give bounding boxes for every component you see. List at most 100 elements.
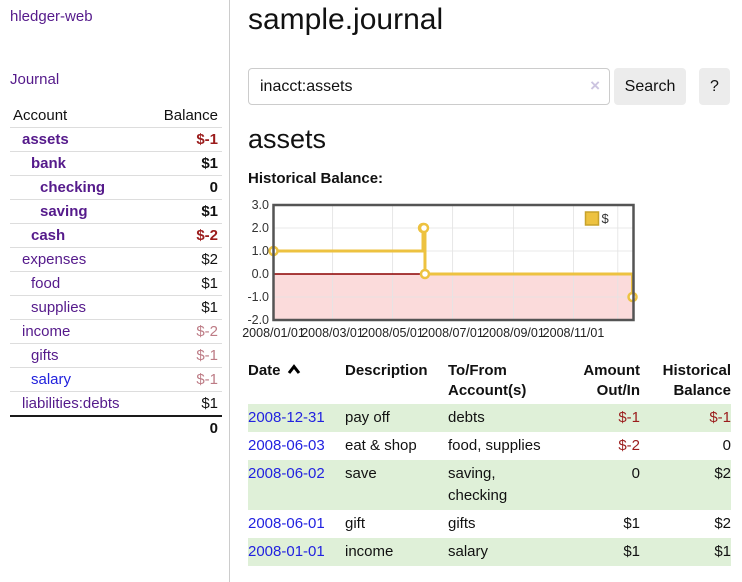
register-header-to-from-account-s-: To/From Account(s) <box>448 362 527 399</box>
x-tick-label: 2008/01/01 <box>242 326 305 340</box>
account-row: saving $1 <box>10 199 222 224</box>
sidebar-account-link[interactable]: checking <box>40 179 106 196</box>
account-balance: $1 <box>146 271 222 296</box>
y-tick-label: 2.0 <box>252 221 269 235</box>
sidebar: hledger-web Journal Account Balance asse… <box>0 0 230 582</box>
account-balance: $1 <box>146 295 222 320</box>
y-tick-label: -1.0 <box>247 290 269 304</box>
account-heading: assets <box>248 124 327 154</box>
account-row: checking 0 <box>10 175 222 200</box>
transaction-accounts: salary <box>448 543 489 560</box>
legend-swatch <box>584 211 600 226</box>
sidebar-account-link[interactable]: supplies <box>31 299 87 316</box>
chart-svg: $3.0 2.0 1.0 0.0 -1.0 -2.02008/01/012008/03/0… <box>242 198 638 340</box>
sidebar-account-link[interactable]: salary <box>31 371 72 388</box>
y-tick-label: -2.0 <box>247 313 269 327</box>
accounts-total-row: 0 <box>10 415 222 440</box>
transaction-description: pay off <box>345 409 390 426</box>
transaction-description: gift <box>345 515 366 532</box>
historical-balance-chart: $3.0 2.0 1.0 0.0 -1.0 -2.0 2008/01/01 2008/03/0… <box>242 198 648 348</box>
transaction-date-link[interactable]: 2008-06-01 <box>248 515 325 532</box>
transaction-balance: $-1 <box>709 409 731 426</box>
transaction-balance: $2 <box>714 515 731 532</box>
account-row: food $1 <box>10 271 222 296</box>
transaction-row: 2008-01-01 income salary $1 $1 <box>248 538 731 566</box>
transaction-date-link[interactable]: 2008-01-01 <box>248 543 325 560</box>
transaction-amount: $-1 <box>618 409 640 426</box>
x-tick-label: 2008/09/01 <box>482 326 545 340</box>
transaction-accounts: saving, checking <box>448 465 508 504</box>
search-box: × <box>248 68 610 105</box>
x-tick-label: 2008/07/01 <box>421 326 484 340</box>
account-row: assets $-1 <box>10 127 222 152</box>
transaction-row: 2008-06-01 gift gifts $1 $2 <box>248 510 731 538</box>
transaction-description: save <box>345 465 377 482</box>
account-row: liabilities:debts $1 <box>10 391 222 416</box>
transaction-date-link[interactable]: 2008-12-31 <box>248 409 325 426</box>
brand-link[interactable]: hledger-web <box>10 8 93 25</box>
sidebar-account-link[interactable]: expenses <box>22 251 87 268</box>
account-balance: 0 <box>146 175 222 200</box>
help-button[interactable]: ? <box>699 68 730 105</box>
account-balance: $-2 <box>146 223 222 248</box>
sidebar-account-link[interactable]: cash <box>31 227 66 244</box>
sidebar-account-link[interactable]: assets <box>22 131 69 148</box>
search-form: × Search ? <box>248 68 730 105</box>
register-header-date[interactable]: Date <box>248 360 345 404</box>
account-balance: $1 <box>146 199 222 224</box>
transaction-amount: $-2 <box>618 437 640 454</box>
account-row: income $-2 <box>10 319 222 344</box>
sidebar-account-link[interactable]: saving <box>40 203 88 220</box>
y-tick-label: 0.0 <box>252 267 269 281</box>
plot-border <box>272 203 635 322</box>
transaction-row: 2008-06-02 save saving, checking 0 $2 <box>248 460 731 510</box>
account-row: cash $-2 <box>10 223 222 248</box>
transaction-row: 2008-06-03 eat & shop food, supplies $-2 0 <box>248 432 731 460</box>
account-row: salary $-1 <box>10 367 222 392</box>
transaction-row: 2008-12-31 pay off debts $-1 $-1 <box>248 404 731 432</box>
transaction-date-link[interactable]: 2008-06-03 <box>248 437 325 454</box>
page-title: sample.journal <box>248 3 444 36</box>
accounts-table: Account Balance assets $-1 bank $1 checking 0… <box>10 104 222 440</box>
account-balance: $-1 <box>146 127 222 152</box>
account-row: supplies $1 <box>10 295 222 320</box>
x-tick-label: 2008/11/01 <box>543 326 605 340</box>
data-point <box>419 268 431 280</box>
sort-asc-icon <box>287 364 300 374</box>
transaction-amount: 0 <box>631 465 640 482</box>
accounts-header-account: Account <box>13 107 68 124</box>
accounts-header-balance: Balance <box>163 107 218 124</box>
transaction-date-link[interactable]: 2008-06-02 <box>248 465 325 482</box>
legend-label: $ <box>602 211 610 226</box>
accounts-total: 0 <box>146 415 222 440</box>
account-balance: $1 <box>146 151 222 176</box>
y-tick-label: 1.0 <box>252 244 269 258</box>
transaction-accounts: debts <box>448 409 485 426</box>
transaction-amount: $1 <box>623 543 640 560</box>
transaction-description: eat & shop <box>345 437 417 454</box>
transaction-accounts: food, supplies <box>448 437 541 454</box>
sidebar-account-link[interactable]: food <box>31 275 61 292</box>
account-balance: $-1 <box>146 343 222 368</box>
transaction-description: income <box>345 543 394 560</box>
chart-title: Historical Balance: <box>248 170 384 187</box>
sidebar-account-link[interactable]: income <box>22 323 71 340</box>
sidebar-item-journal[interactable]: Journal <box>10 71 60 88</box>
main-content: sample.journal × Search ? assets Histori… <box>242 0 742 582</box>
y-tick-label: 3.0 <box>252 198 269 212</box>
account-balance: $1 <box>146 391 222 416</box>
sidebar-account-link[interactable]: bank <box>31 155 67 172</box>
transaction-balance: 0 <box>722 437 731 454</box>
search-input[interactable] <box>248 68 610 105</box>
data-point <box>418 222 430 234</box>
register-header-historical-balance: Historical Balance <box>662 362 731 399</box>
search-button[interactable]: Search <box>614 68 686 105</box>
transaction-balance: $1 <box>714 543 731 560</box>
account-balance: $2 <box>146 247 222 272</box>
sidebar-account-link[interactable]: liabilities:debts <box>22 395 120 412</box>
register-table: Date Description To/From Account(s) Amount … <box>248 360 731 566</box>
transaction-balance: $2 <box>714 465 731 482</box>
sidebar-account-link[interactable]: gifts <box>31 347 59 364</box>
clear-search-icon[interactable]: × <box>590 76 600 95</box>
